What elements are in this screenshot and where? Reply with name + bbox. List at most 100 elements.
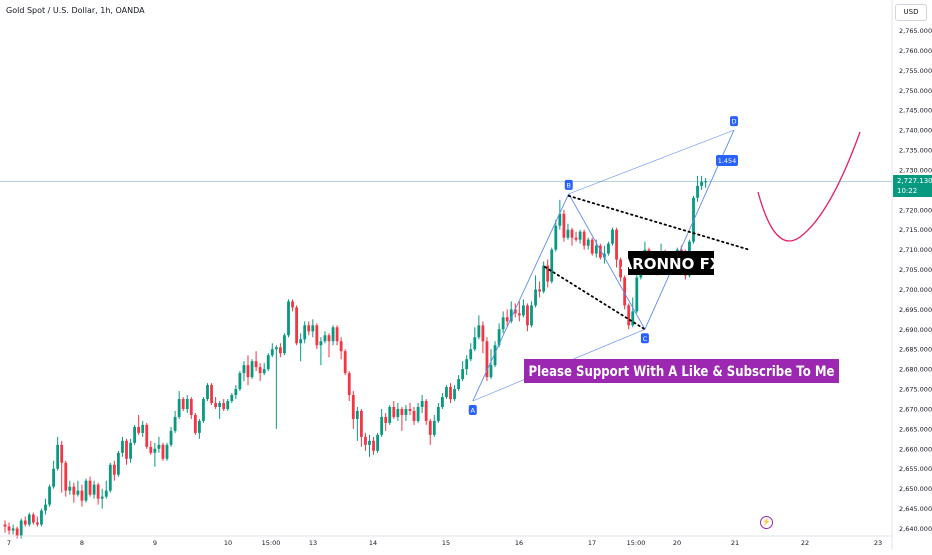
candle	[7, 522, 11, 535]
candle	[189, 397, 193, 419]
candle	[562, 209, 566, 242]
candle	[501, 311, 505, 334]
candle	[84, 478, 88, 503]
lightning-icon[interactable]: ⚡	[760, 516, 773, 529]
candle-body	[574, 237, 578, 240]
candle-body	[108, 464, 112, 491]
harmonic-pattern: A B C D 1.454 ARONNO FX Please Support With A …	[468, 116, 861, 416]
candle-body	[453, 389, 456, 400]
candle-body	[331, 327, 335, 342]
candle	[68, 480, 72, 495]
candle-body	[566, 229, 570, 238]
candle	[513, 303, 517, 318]
candle	[44, 498, 47, 515]
candle-body	[198, 420, 201, 433]
candle-body	[501, 317, 505, 330]
candle	[400, 406, 404, 431]
candle-body	[473, 337, 477, 350]
candle	[153, 442, 157, 467]
candle	[368, 434, 371, 457]
candle-body	[380, 416, 384, 435]
pattern-leg-ab	[472, 193, 570, 402]
time-tick-label: 10	[224, 539, 232, 547]
price-tick-label: 2,710.000	[899, 246, 932, 254]
price-tick-label: 2,695.000	[899, 306, 932, 314]
price-tick-label: 2,655.000	[899, 465, 932, 473]
candle-body	[517, 313, 521, 316]
candle	[52, 460, 55, 489]
price-tick-label: 2,745.000	[899, 107, 932, 115]
candle-body	[185, 399, 189, 409]
candle	[485, 337, 489, 382]
candle-body	[230, 395, 234, 402]
candle-body	[339, 341, 343, 352]
candle-body	[226, 401, 230, 409]
watermark-text: ARONNO FX	[621, 255, 722, 273]
candle-body	[287, 301, 290, 336]
candle	[15, 526, 19, 539]
candle	[283, 333, 286, 356]
currency-button[interactable]: USD	[895, 4, 927, 21]
candle-body	[497, 329, 501, 346]
candle-body	[538, 289, 541, 292]
candle	[457, 375, 460, 392]
candle	[250, 359, 254, 380]
candle-body	[611, 229, 614, 244]
candle-body	[311, 325, 315, 332]
candle-body	[416, 406, 420, 421]
candle-body	[125, 440, 128, 459]
projection-curve	[757, 131, 861, 242]
candle	[48, 484, 51, 507]
candle-body	[181, 399, 185, 409]
candle-body	[214, 403, 217, 407]
candle	[287, 299, 290, 338]
time-axis: 7 8 9 10 15:00 13 14 15 16 17 15:00 20 21 22 23	[7, 539, 882, 547]
banner-bg	[524, 359, 839, 383]
candle	[299, 333, 303, 362]
price-tick-label: 2,665.000	[899, 425, 932, 433]
candle	[586, 237, 590, 250]
candle-body	[137, 426, 141, 433]
candle	[210, 383, 213, 405]
price-tick-label: 2,705.000	[899, 266, 932, 274]
price-tick-label: 2,750.000	[899, 87, 932, 95]
candle-body	[48, 486, 51, 505]
candle	[704, 177, 708, 188]
candle-body	[542, 265, 546, 292]
candle	[80, 484, 84, 507]
time-tick-label: 15	[442, 539, 450, 547]
pattern-leg-bd	[568, 129, 735, 195]
time-tick-label: 14	[369, 539, 377, 547]
candle	[214, 397, 217, 409]
candle	[607, 241, 610, 256]
candle	[331, 325, 335, 346]
candle-body	[619, 259, 622, 278]
price-tick-label: 2,680.000	[899, 366, 932, 374]
candle-body	[36, 522, 39, 525]
candle	[598, 243, 602, 260]
candle-body	[631, 311, 635, 326]
candle-body	[11, 528, 15, 531]
candle	[137, 414, 141, 435]
candle	[104, 480, 108, 499]
candle	[319, 337, 323, 366]
symbol-title: Gold Spot / U.S. Dollar, 1h, OANDA	[6, 6, 145, 15]
candle	[36, 516, 39, 527]
candle	[432, 414, 436, 437]
candle	[392, 401, 396, 419]
candle-body	[270, 349, 274, 356]
candle-body	[700, 181, 703, 186]
candle	[441, 393, 444, 409]
pattern-point-b: B	[564, 179, 573, 190]
candle-body	[141, 424, 145, 433]
price-tick-label: 2,730.000	[899, 166, 932, 174]
candle-body	[161, 444, 165, 459]
candle-body	[327, 335, 331, 342]
candle	[129, 438, 132, 463]
candle	[526, 303, 529, 332]
candle	[493, 341, 497, 368]
price-tick-label: 2,690.000	[899, 326, 932, 334]
candle-body	[291, 301, 294, 308]
